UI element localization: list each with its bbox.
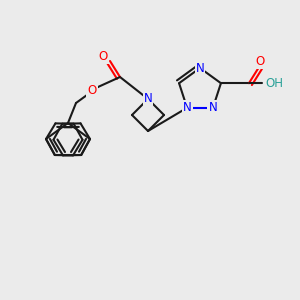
Text: N: N bbox=[196, 61, 204, 74]
Text: N: N bbox=[183, 101, 191, 114]
Text: O: O bbox=[87, 83, 97, 97]
Text: N: N bbox=[208, 101, 217, 114]
Text: O: O bbox=[98, 50, 108, 62]
Text: OH: OH bbox=[265, 77, 283, 90]
Text: N: N bbox=[144, 92, 152, 104]
Text: O: O bbox=[255, 55, 265, 68]
